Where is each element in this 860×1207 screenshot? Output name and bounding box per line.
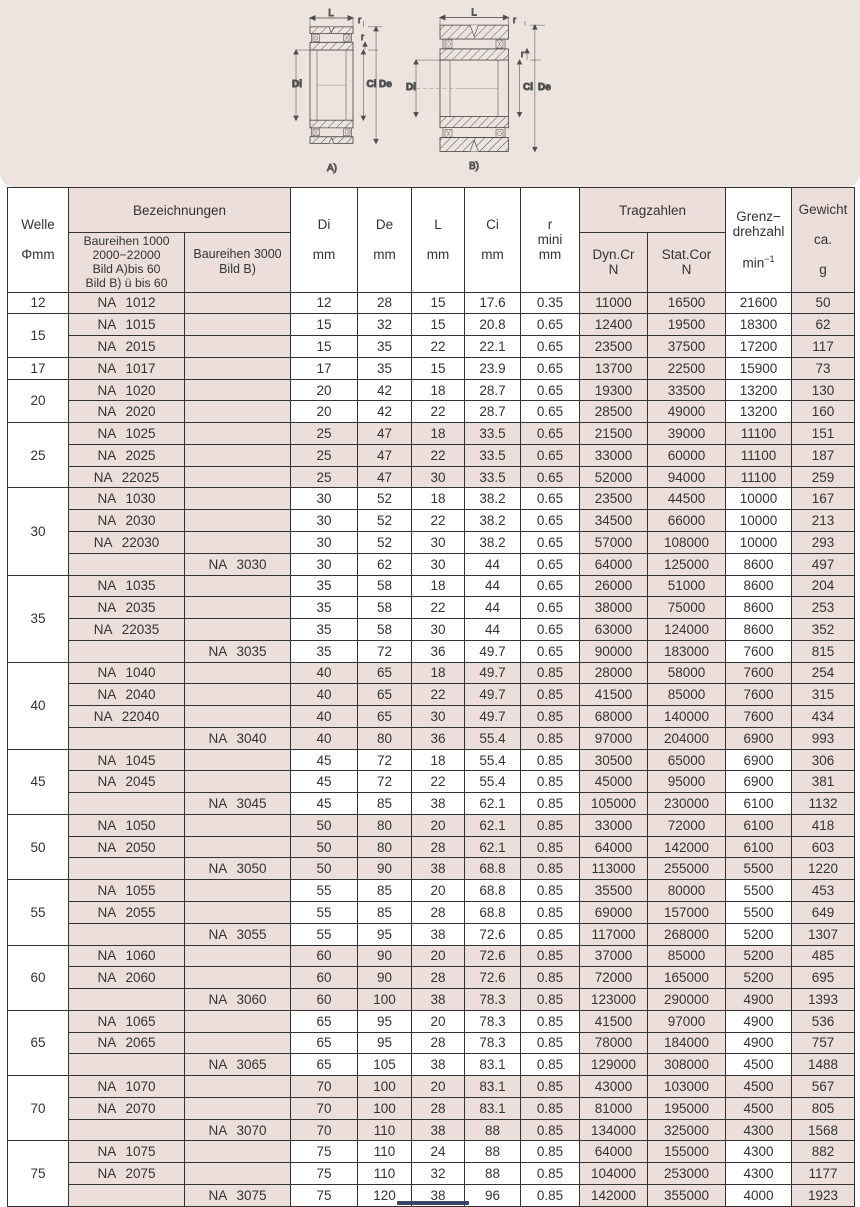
svg-text:B): B): [469, 161, 479, 172]
svg-text:r: r: [361, 32, 364, 42]
svg-text:r: r: [513, 15, 516, 25]
svg-text:L: L: [471, 8, 477, 19]
svg-text:Di: Di: [292, 79, 302, 90]
svg-text:Di: Di: [406, 82, 416, 93]
svg-text:Ci: Ci: [367, 79, 377, 90]
svg-text:A): A): [327, 163, 337, 174]
svg-text:Ci: Ci: [523, 82, 533, 93]
svg-text:De: De: [379, 79, 392, 90]
svg-text:r: r: [358, 15, 361, 25]
svg-text:r: r: [521, 49, 524, 59]
svg-text:L: L: [328, 8, 334, 19]
svg-text:De: De: [538, 82, 551, 93]
